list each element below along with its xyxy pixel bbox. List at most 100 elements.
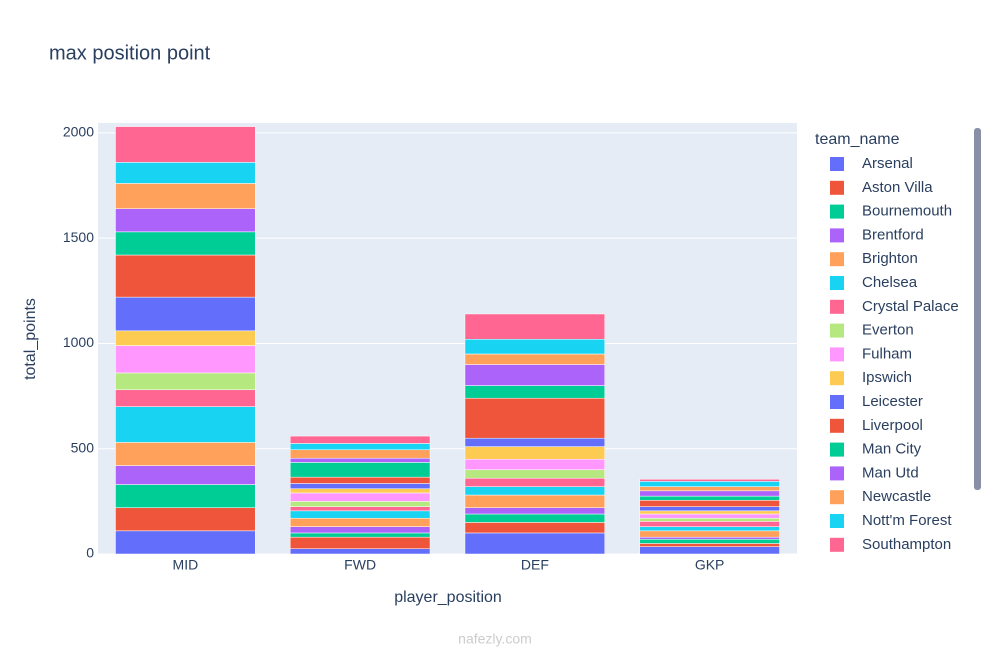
bar-segment	[115, 530, 256, 555]
bar-segment	[639, 546, 780, 555]
legend-label: Man Utd	[862, 464, 919, 481]
bar-segment	[289, 492, 431, 502]
legend-label: Crystal Palace	[862, 298, 959, 315]
bar-segment	[115, 372, 256, 391]
x-tick-label: DEF	[521, 557, 549, 573]
bar-segment	[639, 536, 780, 540]
bar-segment	[289, 488, 431, 494]
bar-segment	[464, 385, 606, 399]
legend-label: Man City	[862, 441, 922, 458]
bar-segment	[464, 513, 606, 523]
bar-segment	[289, 526, 431, 534]
legend-swatch	[830, 204, 844, 219]
bar-segment	[115, 254, 256, 298]
bar-segment	[115, 162, 256, 184]
bar-segment	[289, 443, 431, 451]
bar-segment	[289, 548, 431, 555]
bar-segment	[115, 389, 256, 407]
bar-segment	[115, 330, 256, 346]
bar-segment	[639, 530, 780, 538]
bar-segment	[464, 397, 606, 439]
legend-swatch	[830, 490, 844, 505]
legend-label: Southampton	[862, 536, 951, 553]
bar-segment	[639, 479, 780, 482]
x-tick-label: MID	[173, 557, 199, 573]
bar-segment	[464, 522, 606, 534]
y-tick-label: 1000	[63, 334, 94, 350]
bar-segment	[464, 507, 606, 515]
legend-label: Nott'm Forest	[862, 512, 952, 529]
x-tick-label: GKP	[695, 557, 725, 573]
bar-segment	[289, 435, 431, 444]
x-tick-label: FWD	[344, 557, 376, 573]
y-tick-label: 1500	[63, 229, 94, 245]
bar-segment	[289, 462, 431, 478]
legend-swatch	[830, 299, 844, 314]
legend-label: Newcastle	[862, 488, 931, 505]
chart-title: max position point	[49, 42, 211, 64]
bar-segment	[464, 364, 606, 386]
legend-swatch	[830, 395, 844, 409]
bar-segment	[639, 543, 780, 547]
plot	[98, 126, 797, 555]
bar-segment	[464, 459, 606, 471]
legend-scrollbar[interactable]	[974, 128, 981, 490]
bar-segment	[115, 507, 256, 532]
bar-segment	[639, 506, 780, 512]
legend-label: Fulham	[862, 345, 912, 362]
bar-segment	[464, 469, 606, 479]
legend-title: team_name	[815, 131, 900, 148]
legend-swatch	[830, 180, 844, 195]
bar-segment	[464, 437, 606, 447]
bar-segment	[639, 510, 780, 515]
y-tick-label: 0	[86, 545, 94, 561]
bar-segment	[115, 296, 256, 332]
bar-segment	[115, 345, 256, 374]
legend-swatch	[830, 514, 844, 528]
bar-segment	[115, 465, 256, 485]
bar-segment	[289, 510, 431, 519]
bar-segment	[289, 457, 431, 463]
bar-segment	[115, 442, 256, 466]
bar-segment	[115, 208, 256, 233]
bar-segment	[639, 486, 780, 492]
bar-segment	[639, 495, 780, 501]
bar-segment	[289, 476, 431, 484]
bar-segment	[464, 353, 606, 365]
bar-segment	[289, 517, 431, 527]
bar-segment	[115, 231, 256, 256]
bar-segment	[639, 481, 780, 487]
legend-label: Ipswich	[862, 369, 912, 386]
legend-swatch	[830, 157, 844, 171]
bar-segment	[639, 539, 780, 544]
bar-segment	[289, 506, 431, 512]
y-tick-label: 2000	[63, 124, 94, 140]
legend-swatch	[830, 466, 844, 481]
bar-segment	[289, 532, 431, 538]
bar-segment	[289, 501, 431, 507]
bar-segment	[639, 490, 780, 497]
legend-label: Arsenal	[862, 155, 913, 172]
bar-segment	[115, 484, 256, 508]
bar-segment	[464, 486, 606, 496]
legend-swatch	[830, 418, 844, 433]
legend-label: Leicester	[862, 393, 923, 410]
bar-segment	[464, 477, 606, 487]
watermark: nafezly.com	[458, 631, 532, 647]
legend-label: Bournemouth	[862, 203, 952, 220]
bar-segment	[464, 532, 606, 555]
legend-label: Liverpool	[862, 417, 923, 434]
bar-segment	[289, 536, 431, 549]
y-tick-label: 500	[71, 439, 95, 455]
bar-segment	[115, 406, 256, 443]
x-axis-title: player_position	[394, 589, 502, 606]
bar-segment	[639, 513, 780, 519]
legend-label: Everton	[862, 322, 914, 339]
bar-segment	[289, 483, 431, 489]
legend-swatch	[830, 442, 844, 457]
bar-segment	[289, 449, 431, 459]
bar-segment	[464, 446, 606, 460]
legend-swatch	[830, 347, 844, 362]
legend-swatch	[830, 252, 844, 267]
legend-swatch	[830, 323, 844, 338]
